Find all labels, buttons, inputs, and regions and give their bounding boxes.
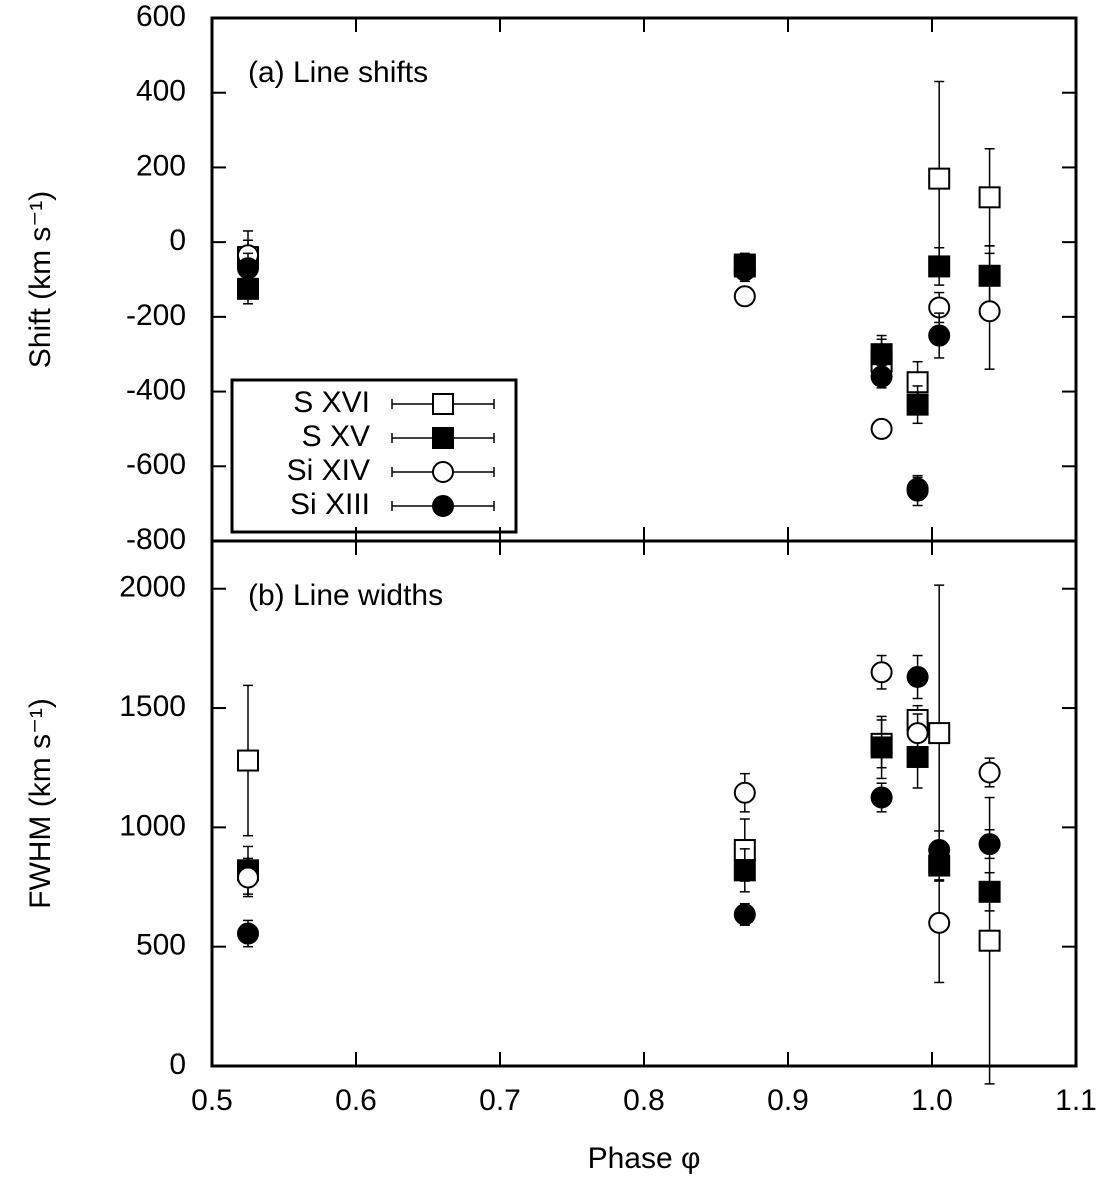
y-tick-label: -600: [126, 448, 186, 481]
circle-marker: [928, 839, 951, 862]
y-tick-label: 400: [136, 75, 186, 108]
y-tick-label: -200: [126, 299, 186, 332]
y-tick-label: 0: [169, 224, 186, 257]
y-tick-label: 1500: [119, 690, 186, 723]
plot-frame: [210, 539, 1078, 1068]
x-tick-label: 0.5: [191, 1084, 233, 1117]
y-tick-label: 500: [136, 929, 186, 962]
y-tick-label: -800: [126, 523, 186, 556]
circle-marker: [906, 479, 929, 502]
circle-marker: [733, 903, 756, 926]
x-tick-label: 0.6: [335, 1084, 377, 1117]
circle-marker: [870, 786, 893, 809]
circle-marker: [978, 833, 1001, 856]
x-axis-label: Phase φ: [588, 1142, 701, 1175]
panel-annotation: (a) Line shifts: [248, 56, 428, 89]
legend-label: Si XIV: [287, 454, 370, 487]
panel-annotation: (b) Line widths: [248, 579, 443, 612]
circle-marker: [978, 761, 1001, 784]
square-marker: [906, 393, 929, 416]
circle-marker: [906, 722, 929, 745]
x-tick-label: 0.8: [623, 1084, 665, 1117]
legend-box: [230, 378, 518, 534]
square-marker: [928, 167, 951, 190]
y-tick-label: -400: [126, 373, 186, 406]
square-marker: [928, 255, 951, 278]
legend-marker: [432, 393, 454, 415]
circle-marker: [237, 922, 259, 945]
legend-marker: [432, 427, 454, 449]
square-marker: [870, 736, 893, 759]
legend-label: S XVI: [293, 386, 370, 419]
y-tick-label: 200: [136, 149, 186, 182]
legend-marker: [432, 495, 454, 517]
circle-marker: [870, 417, 893, 440]
legend-marker: [432, 461, 454, 483]
square-marker: [733, 859, 756, 882]
y-axis-label: FWHM (km s⁻¹): [24, 698, 57, 909]
circle-marker: [870, 661, 893, 684]
square-marker: [978, 880, 1001, 903]
x-tick-label: 0.9: [767, 1084, 809, 1117]
y-tick-label: 2000: [119, 571, 186, 604]
circle-marker: [978, 300, 1001, 323]
circle-marker: [733, 781, 756, 804]
circle-marker: [733, 285, 756, 308]
circle-marker: [906, 666, 929, 689]
circle-marker: [733, 259, 756, 282]
y-tick-label: 1000: [119, 809, 186, 842]
x-tick-label: 1.1: [1055, 1084, 1097, 1117]
legend-label: Si XIII: [290, 488, 370, 521]
x-tick-label: 0.7: [479, 1084, 521, 1117]
circle-marker: [237, 866, 259, 889]
square-marker: [237, 749, 259, 772]
square-marker: [870, 343, 893, 366]
legend-label: S XV: [302, 420, 370, 453]
square-marker: [978, 929, 1001, 952]
square-marker: [928, 722, 951, 745]
circle-marker: [928, 324, 951, 347]
y-tick-label: 600: [136, 0, 186, 33]
y-tick-label: 0: [169, 1048, 186, 1081]
circle-marker: [928, 911, 951, 934]
circle-marker: [237, 257, 259, 280]
square-marker: [978, 186, 1001, 209]
x-tick-label: 1.0: [911, 1084, 953, 1117]
y-axis-label: Shift (km s⁻¹): [24, 191, 57, 369]
circle-marker: [870, 365, 893, 388]
